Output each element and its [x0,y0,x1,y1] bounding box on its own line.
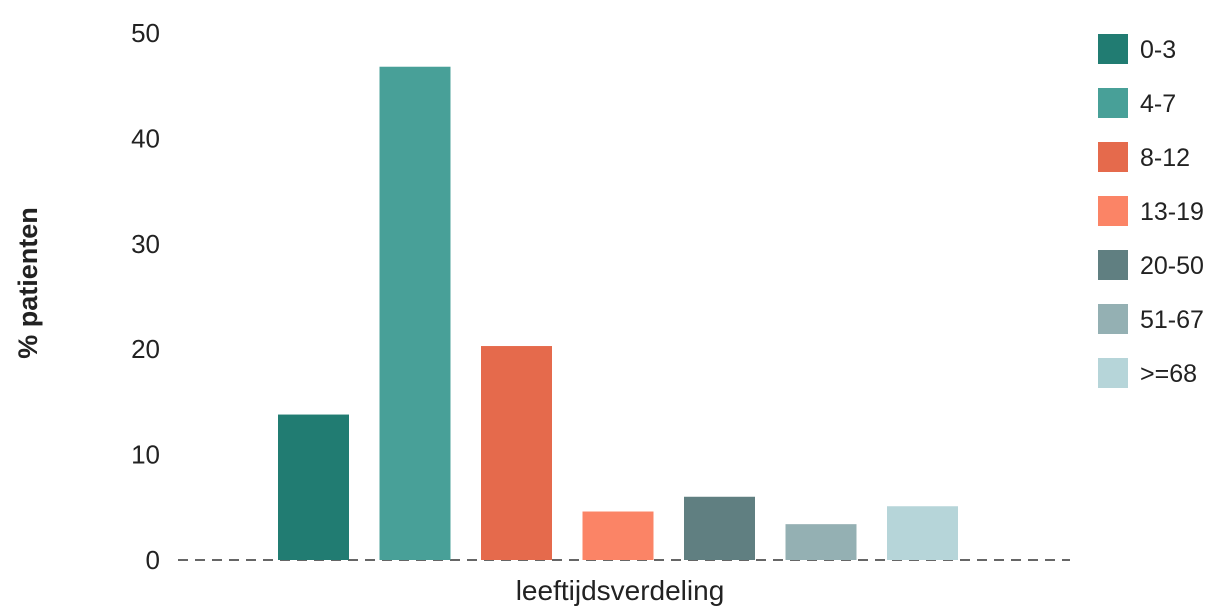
y-tick-label: 50 [131,18,160,48]
y-axis-ticks: 0 10 20 30 40 50 [131,18,160,575]
legend-swatch [1098,34,1128,64]
bar-8-12 [481,346,552,560]
legend-label: >=68 [1140,360,1197,388]
legend-label: 8-12 [1140,144,1190,172]
legend-swatch [1098,88,1128,118]
bar-51-67 [785,524,857,560]
legend-swatch [1098,304,1128,334]
bar->=68 [887,506,958,560]
legend-swatch [1098,196,1128,226]
bar-0-3 [278,414,349,560]
y-tick-label: 20 [131,334,160,364]
bar-13-19 [582,511,654,560]
legend-label: 4-7 [1140,90,1176,118]
legend-swatch [1098,142,1128,172]
x-axis-title: leeftijdsverdeling [516,575,725,606]
y-tick-label: 10 [131,440,160,470]
legend-label: 0-3 [1140,36,1176,64]
legend-swatch [1098,250,1128,280]
legend-label: 51-67 [1140,306,1204,334]
y-tick-label: 40 [131,123,160,153]
y-tick-label: 0 [146,545,160,575]
y-axis-title: % patienten [13,207,43,359]
bar-4-7 [379,66,451,560]
legend-swatch [1098,358,1128,388]
legend-label: 13-19 [1140,198,1204,226]
y-tick-label: 30 [131,229,160,259]
legend: 0-3 4-7 8-12 13-19 20-50 51-67 >=68 [1098,34,1204,388]
legend-label: 20-50 [1140,252,1204,280]
bars [278,66,958,560]
bar-20-50 [684,496,755,560]
